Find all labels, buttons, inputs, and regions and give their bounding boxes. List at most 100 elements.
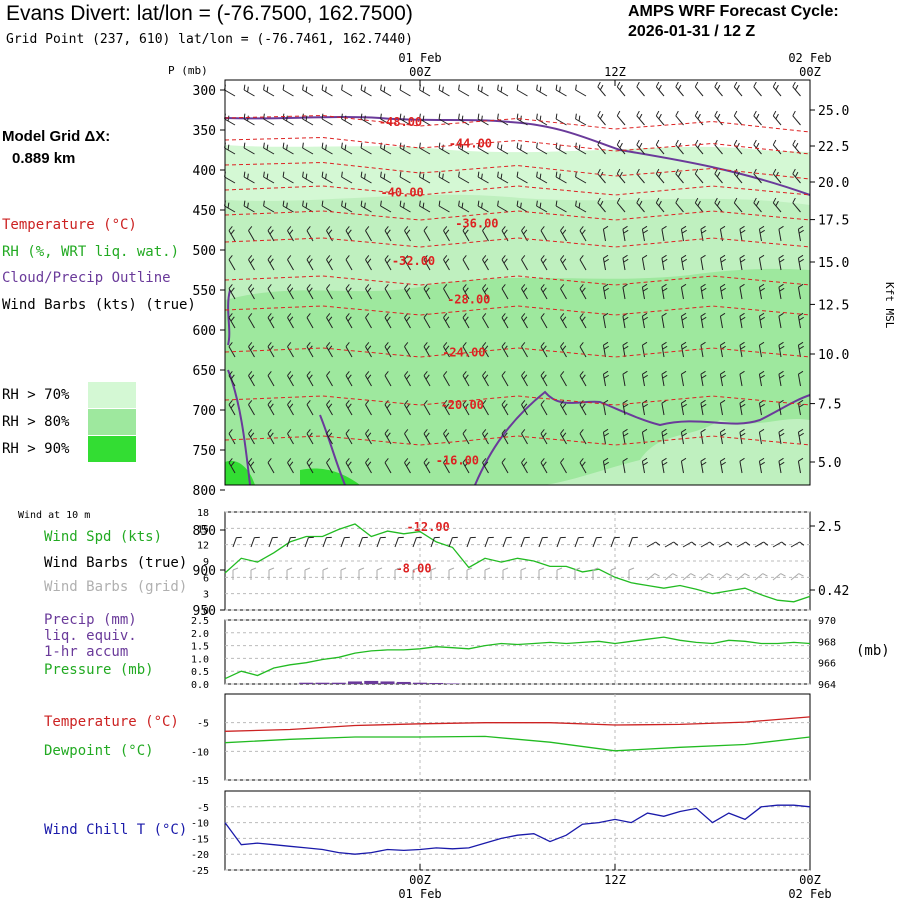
wind-barb-staff — [700, 403, 704, 416]
wind-barb-flag — [321, 171, 324, 178]
wind-barb — [758, 457, 765, 474]
wind-barb-staff — [365, 375, 372, 387]
wind-barb-flag — [403, 115, 405, 122]
wind-barb-flag — [404, 400, 409, 405]
wind-barb-flag — [597, 168, 601, 175]
wind-barb — [501, 255, 509, 271]
wind-barb-staff — [739, 432, 743, 445]
wind-barb-staff — [399, 118, 411, 126]
wind-barb — [423, 284, 431, 300]
surface-wind-barb — [754, 541, 769, 548]
wind-barb-staff — [443, 462, 450, 474]
wind-barb-flag — [267, 458, 272, 463]
wind-barb-staff — [655, 144, 665, 155]
wind-barb-flag — [619, 171, 623, 178]
wind-barb-staff — [602, 258, 606, 271]
surface-wind-barb-flag — [614, 536, 620, 539]
wind-barb — [694, 197, 704, 213]
wind-barb-flag — [523, 461, 528, 467]
wind-barb-staff — [772, 144, 782, 155]
wind-barb — [365, 255, 372, 271]
wind-barb — [404, 342, 411, 358]
wind-barb-flag — [681, 312, 687, 317]
wind-barb-staff — [263, 205, 275, 213]
wind-barb-flag — [289, 229, 294, 235]
wind-barb-staff — [482, 230, 489, 242]
wind-barb-staff — [797, 258, 801, 271]
wind-barb-flag — [425, 374, 430, 380]
wind-barb — [772, 168, 782, 184]
wind-barb-flag — [384, 313, 389, 318]
wind-barb-staff — [326, 317, 333, 329]
wind-barb-staff — [797, 403, 801, 416]
wind-barb — [714, 168, 723, 184]
wind-barb-flag — [384, 400, 389, 405]
wind-barb-flag — [720, 461, 726, 466]
wind-barb-staff — [326, 462, 333, 474]
wind-barb-flag — [560, 284, 565, 289]
legend-temperature: Temperature (°C) — [2, 217, 137, 233]
wind-barb — [641, 283, 648, 300]
surface-wind-barb-staff — [376, 537, 381, 548]
wind-barb-flag — [575, 113, 577, 120]
kft-tick-label: 2.5 — [818, 520, 841, 535]
wind-barb-flag — [539, 173, 542, 180]
wind-barb-flag — [636, 81, 640, 88]
precip-tick-label: 0.5 — [191, 667, 209, 678]
wind-barb-staff — [792, 86, 801, 97]
wind-barb — [267, 342, 275, 358]
wind-barb-staff — [733, 86, 743, 97]
wind-barb — [282, 171, 294, 184]
isotherms: -48.00-44.00-40.00-36.00-32.00-28.00-24.… — [224, 114, 811, 575]
wind-barb-flag — [562, 403, 567, 409]
grid-wind-barb — [502, 567, 509, 580]
wind-barb-staff — [719, 258, 723, 271]
wind-barb — [462, 255, 470, 271]
wind-barb-staff — [536, 147, 548, 155]
wind-barb-staff — [622, 345, 626, 358]
wind-chill-tick-label: -15 — [191, 834, 209, 845]
pressure-tick-label: 350 — [193, 124, 216, 139]
wind-barb — [384, 429, 392, 445]
wind-barb-staff — [462, 288, 470, 300]
wind-barb-staff — [248, 404, 255, 416]
wind-barb — [602, 341, 609, 358]
wind-barb — [516, 171, 528, 184]
wind-barb — [694, 110, 704, 126]
wind-barb-flag — [661, 254, 667, 259]
wind-barb-flag — [464, 287, 469, 293]
wind-barb-flag — [282, 84, 285, 91]
wind-barb-flag — [661, 370, 667, 375]
grid-wind-barb-staff — [682, 573, 691, 581]
wind-barb-flag — [482, 371, 487, 376]
wind-barb-flag — [501, 255, 506, 260]
wind-barb-staff — [622, 287, 626, 300]
wind-barb — [462, 226, 470, 242]
legend-rh: RH (%, WRT liq. wat.) — [2, 244, 180, 260]
wind-barb-flag — [697, 113, 701, 120]
wind-barb-flag — [579, 342, 584, 347]
wind-barb — [636, 168, 645, 184]
grid-wind-barb — [340, 567, 347, 580]
wind-barb-flag — [228, 400, 233, 405]
surface-wind-barb-flag — [272, 536, 278, 539]
wind-barb — [306, 255, 314, 271]
wind-barb — [661, 254, 668, 271]
wind-barb — [641, 254, 648, 271]
wind-barb-flag — [308, 461, 313, 467]
wind-barb — [622, 312, 629, 329]
wind-barb-flag — [739, 370, 745, 375]
wind-barb-staff — [680, 287, 684, 300]
wind-barb-staff — [758, 287, 762, 300]
pressure-tick-label: 650 — [193, 364, 216, 379]
surface-wind-barb — [790, 541, 805, 548]
wind-barb-flag — [248, 284, 253, 289]
surface-wind-barb-flag — [290, 536, 296, 539]
wind-barb-staff — [321, 118, 333, 126]
wind-barb-flag — [778, 370, 784, 375]
wind-barb-staff — [501, 288, 509, 300]
wind-barb-flag — [250, 432, 255, 438]
wind-barb-staff — [694, 173, 704, 184]
wind-barb-flag — [619, 84, 623, 91]
wind-barb-flag — [520, 202, 522, 209]
